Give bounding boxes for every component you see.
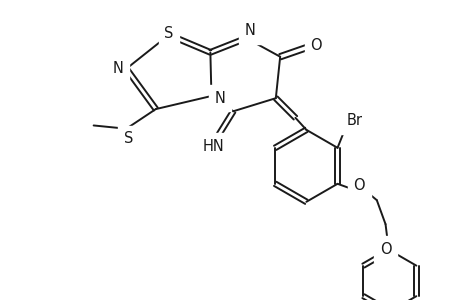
Text: S: S [123,131,133,146]
Text: O: O [310,38,321,53]
Text: N: N [112,61,123,76]
Text: S: S [164,26,173,41]
Text: N: N [244,23,255,38]
Text: O: O [353,178,364,194]
Text: HN: HN [202,139,224,154]
Text: N: N [214,91,225,106]
Text: O: O [379,242,391,257]
Text: Br: Br [346,113,362,128]
